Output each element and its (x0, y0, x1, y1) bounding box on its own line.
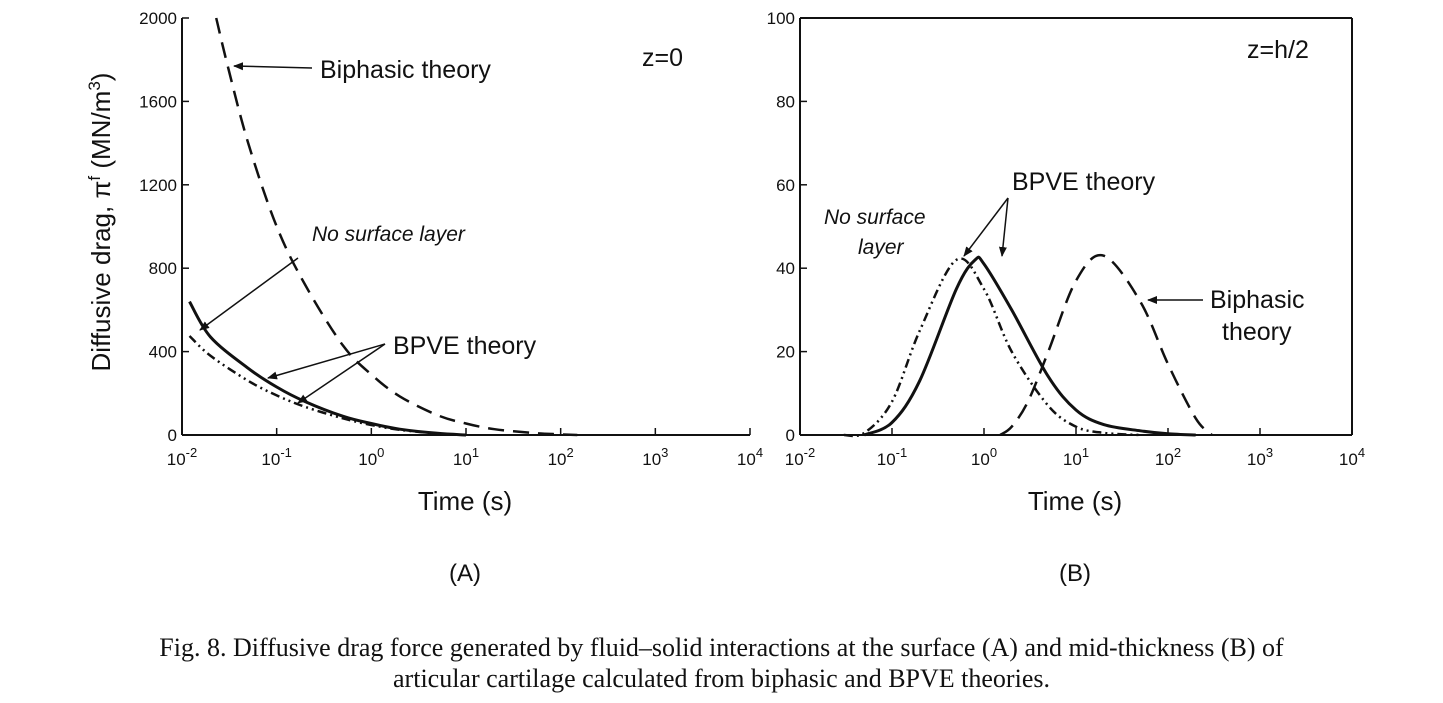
panel-a-y-axis-title: Diffusive drag, πf (MN/m3) (85, 73, 116, 372)
panel-a-axes: 0 400 800 1200 1600 2000 10-2 10-1 100 101 102 103 1… (139, 9, 763, 469)
panel-b-bpve-leader-2 (998, 197, 1009, 257)
panel-b-series-biphasic-theory (999, 253, 1213, 437)
panel-a-x-axis-title: Time (s) (418, 486, 512, 516)
panel-b-no-surface-label-line2: layer (858, 236, 905, 259)
panel-a-no-surface-label: No surface layer (312, 223, 466, 246)
panel-a: 0 400 800 1200 1600 2000 10-2 10-1 100 101 102 103 1… (85, 9, 763, 587)
panel-b-series-bpve-theory (863, 255, 1196, 437)
panel-b-x-axis-title: Time (s) (1028, 486, 1122, 516)
panel-a-biphasic-leader (233, 62, 313, 71)
panel-b-biphasic-label-line2: theory (1222, 318, 1292, 346)
panel-b-x-tick-label: 102 (1155, 445, 1181, 469)
panel-a-x-tick-label: 101 (453, 445, 479, 469)
panel-a-y-tick-label: 1200 (139, 176, 177, 195)
panel-a-y-tick-label: 400 (149, 343, 177, 362)
panel-b-no-surface-label-line1: No surface (824, 206, 926, 229)
panel-b-y-tick-label: 60 (776, 176, 795, 195)
panel-b-y-tick-label: 40 (776, 259, 795, 278)
panel-a-no-surface-leader (199, 257, 299, 331)
panel-a-y-tick-label: 0 (168, 426, 177, 445)
panel-b-series-no-surface-layer (843, 257, 1141, 438)
panel-a-x-tick-label: 10-2 (167, 445, 197, 469)
panel-a-bpve-label: BPVE theory (393, 332, 537, 360)
panel-a-y-tick-label: 800 (149, 259, 177, 278)
panel-b: 0 20 40 60 80 100 10-2 10-1 100 101 102 103 104 z=h/… (767, 9, 1365, 587)
panel-b-y-tick-label: 20 (776, 343, 795, 362)
panel-a-x-tick-label: 10-1 (261, 445, 291, 469)
panel-a-biphasic-label: Biphasic theory (320, 56, 491, 84)
caption-line-1: Fig. 8. Diffusive drag force generated b… (159, 633, 1284, 662)
panel-a-bpve-leader-1 (267, 343, 386, 380)
panel-b-x-tick-label: 103 (1247, 445, 1273, 469)
panel-a-x-tick-label: 104 (737, 445, 763, 469)
panel-a-label: (A) (449, 560, 481, 587)
panel-b-bpve-label: BPVE theory (1012, 168, 1156, 196)
panel-b-biphasic-label-line1: Biphasic (1210, 286, 1305, 314)
panel-b-x-tick-label: 100 (971, 445, 997, 469)
panel-b-bpve-leader-1 (963, 197, 1009, 257)
panel-a-series (188, 17, 578, 437)
panel-b-x-tick-label: 104 (1339, 445, 1365, 469)
panel-b-y-tick-label: 0 (786, 426, 795, 445)
panel-a-series-biphasic-theory (214, 17, 578, 437)
panel-b-series (843, 253, 1213, 438)
panel-a-y-tick-label: 2000 (139, 9, 177, 28)
panel-b-y-tick-label: 100 (767, 9, 795, 28)
panel-a-x-tick-label: 102 (548, 445, 574, 469)
panel-b-y-tick-label: 80 (776, 92, 795, 111)
caption-line-2: articular cartilage calculated from biph… (393, 664, 1050, 693)
panel-a-y-tick-label: 1600 (139, 92, 177, 111)
panel-b-z-annotation: z=h/2 (1247, 36, 1309, 64)
panel-b-x-tick-label: 10-2 (785, 445, 815, 469)
panel-a-bpve-leader-2 (297, 343, 386, 404)
panel-a-series-no-surface-layer (188, 335, 467, 437)
panel-b-x-tick-label: 101 (1063, 445, 1089, 469)
panel-b-x-tick-label: 10-1 (877, 445, 907, 469)
panel-a-x-tick-label: 103 (642, 445, 668, 469)
panel-a-x-tick-label: 100 (358, 445, 384, 469)
panel-b-label: (B) (1059, 560, 1091, 587)
panel-b-axes: 0 20 40 60 80 100 10-2 10-1 100 101 102 103 104 (767, 9, 1365, 469)
panel-a-z-annotation: z=0 (642, 44, 683, 72)
